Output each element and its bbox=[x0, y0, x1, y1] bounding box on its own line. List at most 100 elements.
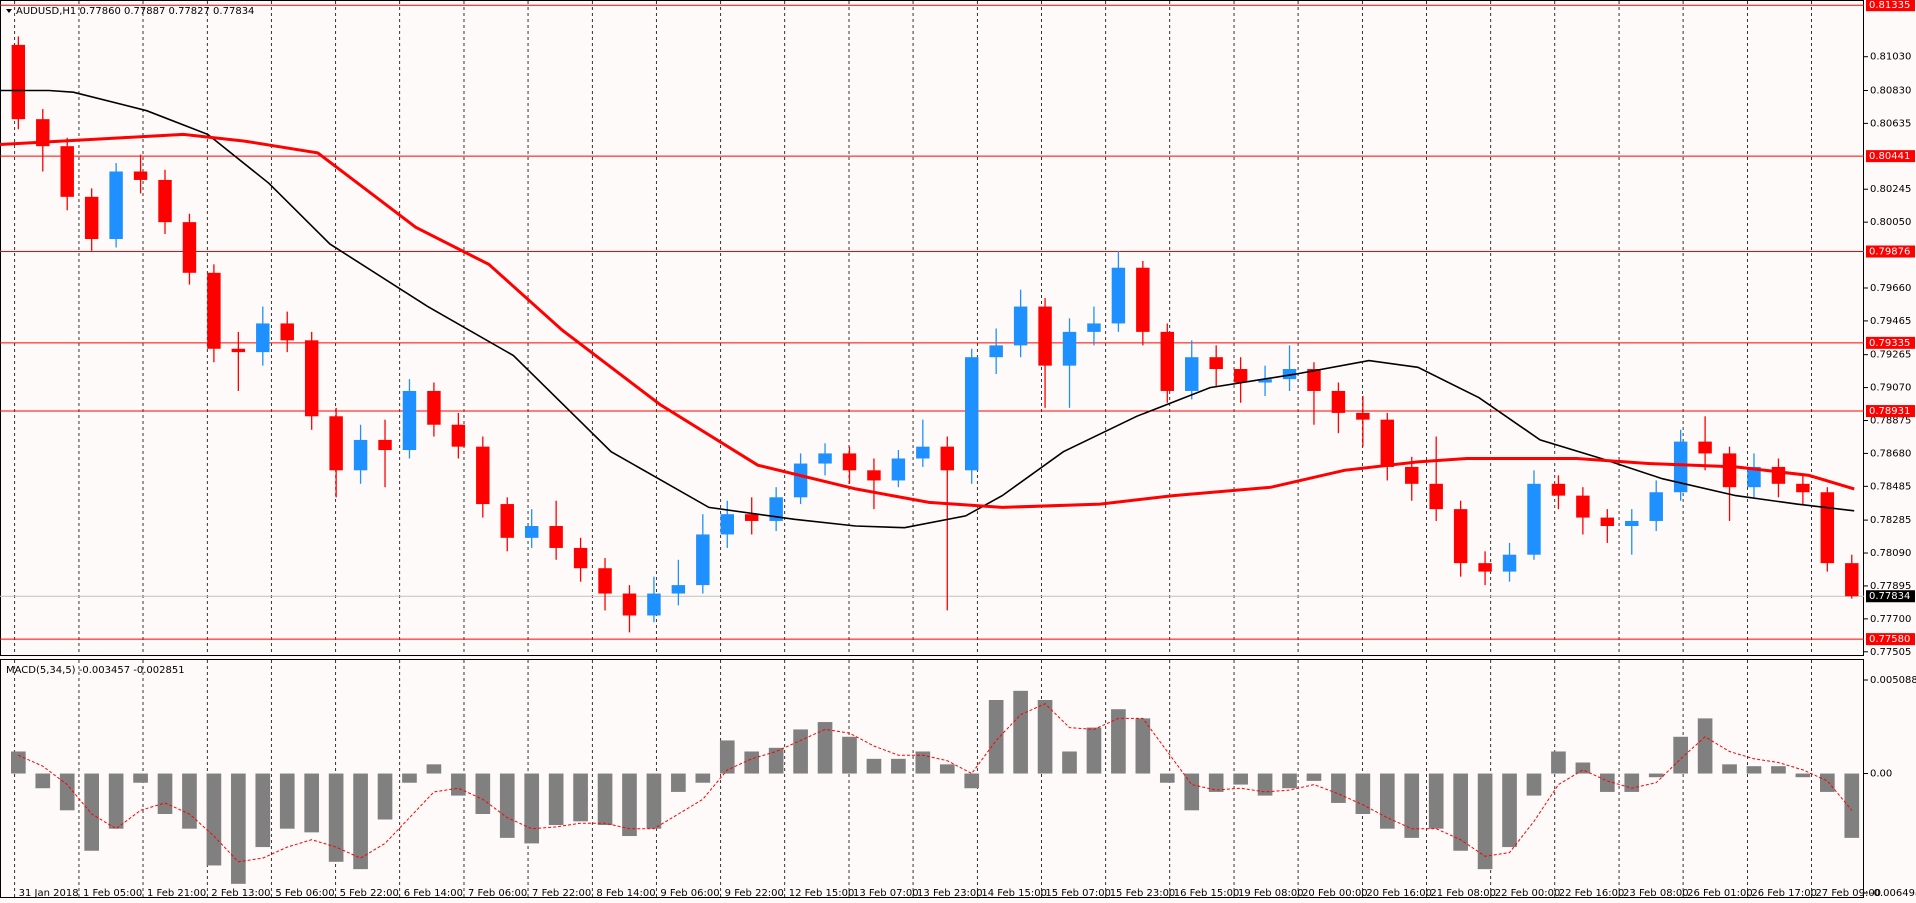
macd-signal bbox=[18, 703, 1853, 863]
macd-bar bbox=[84, 773, 100, 851]
candle-body bbox=[793, 463, 808, 498]
macd-bar bbox=[573, 773, 588, 822]
candle-body bbox=[11, 44, 26, 120]
macd-bar bbox=[817, 722, 833, 774]
macd-bar bbox=[1697, 718, 1713, 774]
macd-bar bbox=[1062, 751, 1077, 774]
macd-bar bbox=[988, 700, 1004, 774]
candle-body bbox=[207, 272, 221, 349]
macd-bar bbox=[11, 751, 26, 774]
candle-body bbox=[1038, 306, 1052, 366]
macd-bar bbox=[304, 773, 320, 833]
candle-body bbox=[1478, 563, 1492, 572]
macd-bar bbox=[1428, 773, 1444, 829]
macd-bar bbox=[548, 773, 564, 826]
macd-bar bbox=[1184, 773, 1200, 811]
candle-body bbox=[1380, 419, 1395, 467]
candle-body bbox=[1527, 483, 1541, 555]
candle-body bbox=[1625, 520, 1639, 527]
macd-bar bbox=[597, 773, 613, 826]
macd-bar bbox=[915, 751, 931, 774]
macd-bar bbox=[1453, 773, 1468, 851]
candle-body bbox=[1722, 453, 1737, 488]
macd-bar bbox=[1477, 773, 1493, 870]
candle-body bbox=[598, 568, 612, 594]
candle-body bbox=[1576, 495, 1590, 518]
macd-bar bbox=[1771, 766, 1786, 774]
candle-body bbox=[231, 348, 246, 353]
macd-bar bbox=[255, 773, 271, 848]
y-tick-label: 0.78485 bbox=[1870, 481, 1911, 492]
candle-body bbox=[182, 222, 197, 273]
macd-bar bbox=[1111, 709, 1126, 774]
x-tick-label: 15 Feb 07:00 bbox=[1045, 888, 1111, 899]
macd-bar bbox=[1795, 773, 1811, 778]
macd-bar bbox=[695, 773, 711, 783]
x-tick-label: 2 Feb 13:00 bbox=[211, 888, 270, 899]
macd-bar bbox=[1575, 762, 1591, 774]
candle-body bbox=[133, 171, 148, 180]
macd-bar bbox=[768, 747, 784, 774]
candle-body bbox=[402, 390, 417, 451]
level-label-box bbox=[1866, 245, 1915, 258]
x-tick-label: 6 Feb 14:00 bbox=[404, 888, 463, 899]
x-tick-label: 8 Feb 14:00 bbox=[596, 888, 655, 899]
x-tick-label: 14 Feb 15:00 bbox=[981, 888, 1047, 899]
macd-bar bbox=[1526, 773, 1542, 796]
candle-body bbox=[842, 453, 857, 471]
candle-body bbox=[965, 357, 979, 471]
macd-bar bbox=[1819, 773, 1835, 792]
macd-bar bbox=[671, 773, 686, 792]
candle-body bbox=[1820, 492, 1835, 564]
candle-body bbox=[1233, 369, 1248, 383]
macd-bar bbox=[1599, 773, 1615, 792]
candle-body bbox=[1649, 492, 1663, 521]
candle-body bbox=[1429, 483, 1443, 510]
macd-bar bbox=[499, 773, 515, 838]
y-tick-label: 0.78285 bbox=[1870, 515, 1911, 526]
macd-bar bbox=[646, 773, 662, 829]
candle-body bbox=[1062, 331, 1077, 366]
macd-bar bbox=[1844, 773, 1860, 838]
candle-body bbox=[1356, 412, 1370, 420]
current-price-label: 0.77834 bbox=[1869, 591, 1910, 602]
candle-body bbox=[769, 497, 783, 521]
candle-body bbox=[304, 340, 319, 417]
candle-body bbox=[84, 196, 99, 240]
macd-bar bbox=[1086, 727, 1102, 774]
candle-body bbox=[1331, 390, 1346, 413]
candle-body bbox=[744, 514, 759, 521]
candle-body bbox=[1796, 483, 1810, 493]
candle-body bbox=[1160, 331, 1175, 391]
y-tick-label: 0.78090 bbox=[1870, 548, 1911, 559]
moving-average bbox=[0, 132, 1855, 509]
macd-bar bbox=[328, 773, 344, 862]
x-tick-label: 5 Feb 22:00 bbox=[340, 888, 399, 899]
candle-body bbox=[158, 179, 172, 223]
x-tick-label: 15 Feb 23:00 bbox=[1110, 888, 1176, 899]
y-tick-label: 0.78680 bbox=[1870, 448, 1911, 459]
level-label-box bbox=[1866, 0, 1915, 12]
x-tick-label: 1 Feb 05:00 bbox=[83, 888, 142, 899]
x-tick-label: 22 Feb 16:00 bbox=[1559, 888, 1625, 899]
candle-body bbox=[1845, 563, 1859, 597]
candle-body bbox=[573, 547, 588, 569]
macd-y-tick-label: 0.005088 bbox=[1870, 675, 1916, 686]
candle-body bbox=[1111, 267, 1126, 324]
x-tick-label: 5 Feb 06:00 bbox=[275, 888, 334, 899]
candle-body bbox=[524, 526, 539, 538]
y-tick-label: 0.78875 bbox=[1870, 416, 1911, 427]
macd-bar bbox=[891, 758, 906, 774]
candle-body bbox=[427, 390, 441, 425]
candle-body bbox=[1673, 441, 1688, 493]
x-tick-label: 9 Feb 22:00 bbox=[725, 888, 784, 899]
candle-body bbox=[500, 504, 514, 538]
macd-bar bbox=[1037, 700, 1053, 774]
candle-body bbox=[109, 171, 123, 240]
macd-bar bbox=[402, 773, 417, 783]
x-tick-label: 9 Feb 06:00 bbox=[660, 888, 719, 899]
candle-body bbox=[867, 470, 881, 481]
candle-body bbox=[622, 593, 637, 616]
